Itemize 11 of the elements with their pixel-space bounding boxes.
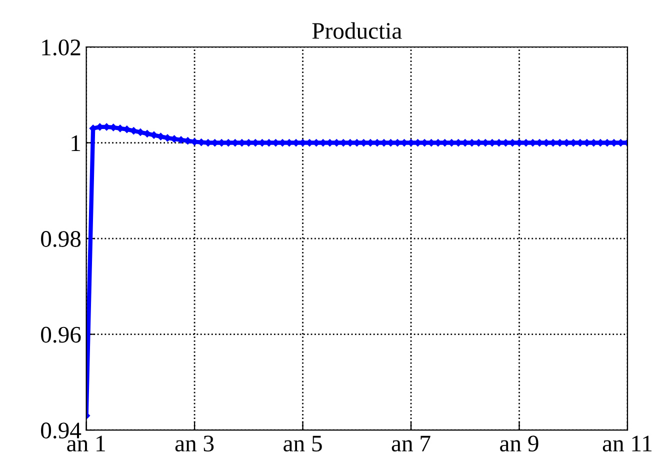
y-tick-label: 0.94: [41, 422, 82, 439]
y-tick-label: 0.96: [41, 326, 81, 343]
y-tick-label: 0.98: [41, 231, 81, 248]
x-tick-label: an 5: [284, 436, 322, 452]
x-tick-label: an 3: [175, 436, 214, 452]
x-tick-label: an 7: [392, 436, 430, 452]
y-tick-label: 1.02: [42, 39, 80, 56]
chart-title: Productia: [312, 22, 402, 39]
x-tick-label: an 11: [602, 436, 652, 452]
x-tick-label: an 9: [500, 436, 538, 452]
y-tick-label: 1: [72, 135, 80, 151]
